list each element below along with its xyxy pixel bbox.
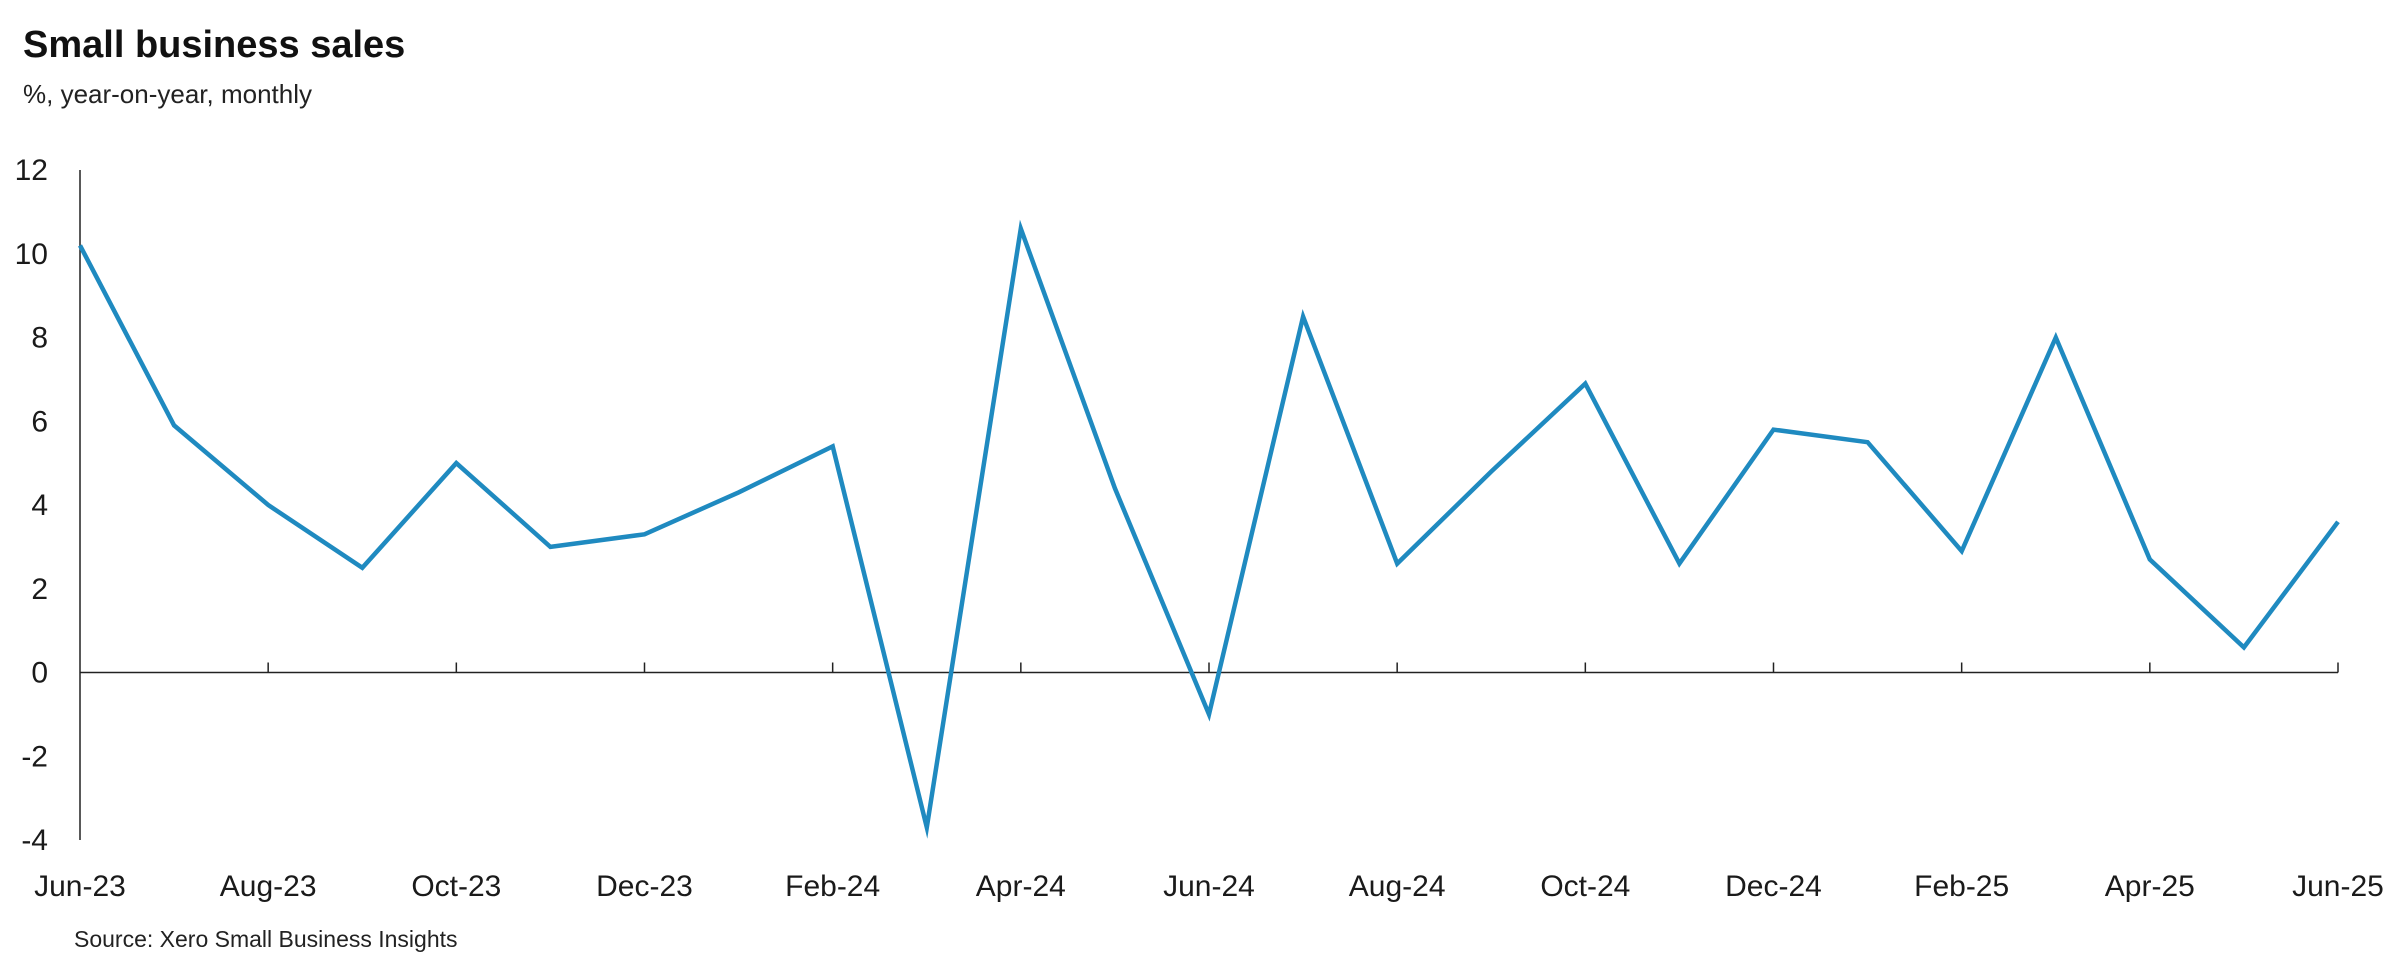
y-tick-label: 4 (31, 489, 48, 522)
series-group (78, 219, 2340, 839)
x-tick-label: Feb-25 (1914, 870, 2009, 903)
x-tick-label: Oct-23 (411, 870, 501, 903)
x-ticks-group (267, 662, 2339, 673)
x-tick-labels: Jun-23 Aug-23 Oct-23 Dec-23 Feb-24 Apr-24 Jun-… (34, 870, 2384, 903)
y-tick-label: -2 (21, 740, 48, 773)
y-tick-label: 12 (15, 154, 48, 187)
x-tick-label: Aug-23 (220, 870, 317, 903)
source-note: Source: Xero Small Business Insights (74, 926, 458, 952)
y-tick-label: 8 (31, 322, 48, 355)
x-tick-label: Feb-24 (785, 870, 880, 903)
y-tick-label: -4 (21, 824, 48, 857)
x-tick-label: Aug-24 (1349, 870, 1446, 903)
x-tick-label: Apr-25 (2105, 870, 2195, 903)
x-tick-label: Jun-24 (1163, 870, 1255, 903)
series-line (78, 219, 2340, 839)
chart-subtitle: %, year-on-year, monthly (23, 79, 313, 109)
y-tick-label: 10 (15, 238, 48, 271)
y-tick-label: 0 (31, 657, 48, 690)
x-tick-label: Jun-23 (34, 870, 126, 903)
y-tick-label: 6 (31, 405, 48, 438)
x-tick-label: Oct-24 (1540, 870, 1630, 903)
x-tick-label: Dec-24 (1725, 870, 1822, 903)
x-tick-label: Jun-25 (2292, 870, 2384, 903)
y-tick-label: 2 (31, 573, 48, 606)
x-tick-label: Apr-24 (976, 870, 1066, 903)
y-tick-labels: -4 -2 0 2 4 6 8 10 12 (15, 154, 48, 857)
chart-title: Small business sales (23, 24, 406, 66)
x-tick-label: Dec-23 (596, 870, 693, 903)
